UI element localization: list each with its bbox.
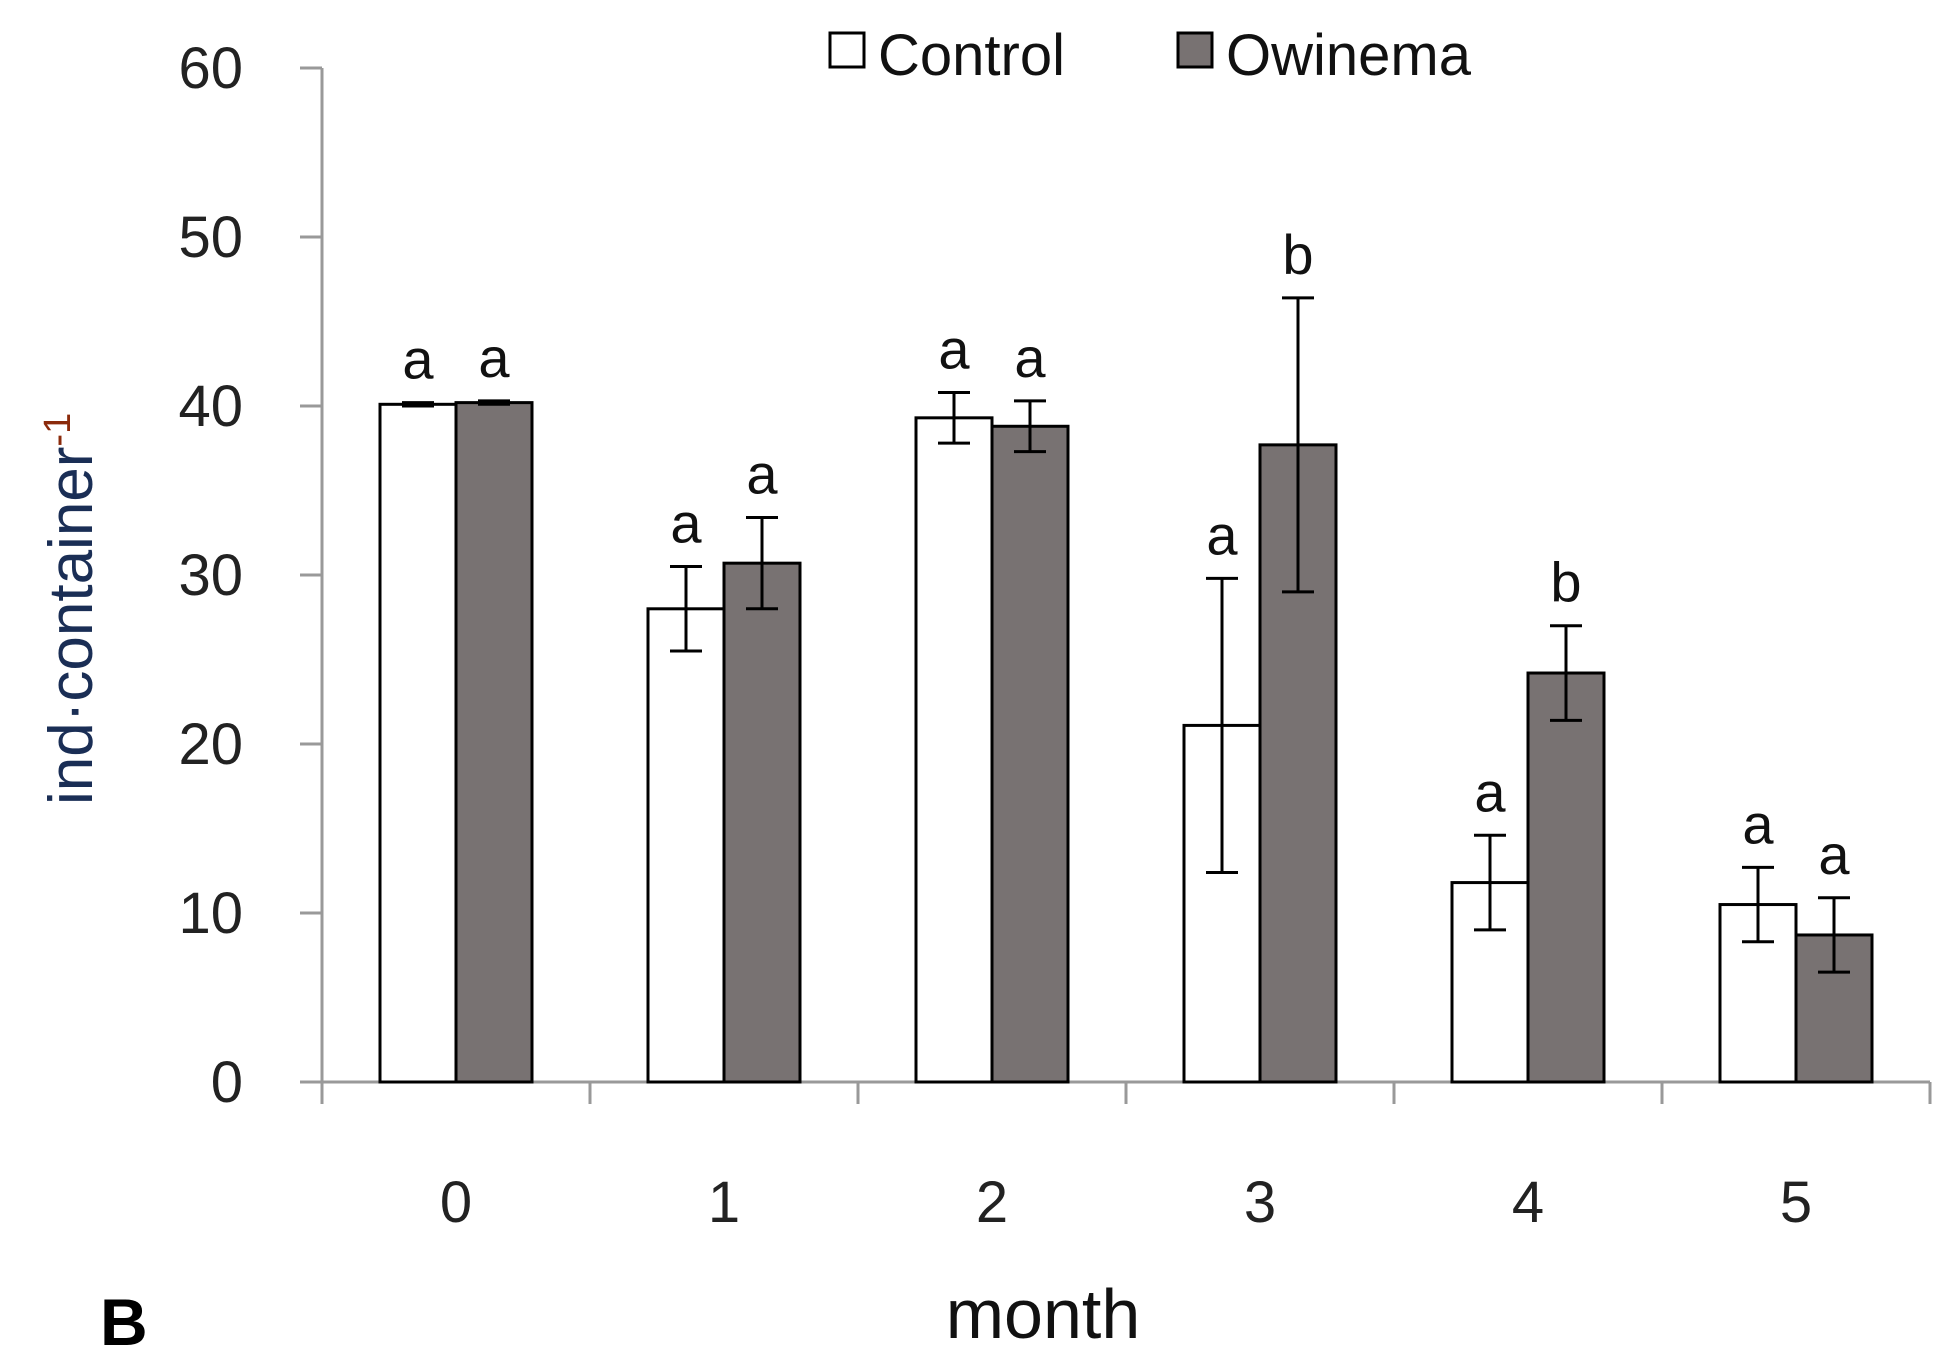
x-tick-label: 3: [1244, 1170, 1276, 1235]
error-bar-control-month-5: [1742, 865, 1774, 944]
error-bar-control-month-3: [1206, 576, 1238, 874]
significance-letter-control-month-5: a: [1742, 792, 1774, 855]
significance-letter-owinema-month-0: a: [478, 326, 510, 389]
bar-owinema-month-4: [1526, 671, 1606, 1084]
x-tick-label: 5: [1780, 1170, 1812, 1235]
x-axis-label: month: [946, 1275, 1141, 1353]
x-tick-label: 4: [1512, 1170, 1544, 1235]
bar-control-month-1: [646, 607, 726, 1084]
error-bar-control-month-4: [1474, 833, 1506, 932]
error-bars: [402, 296, 1850, 974]
tick-labels: 0 10 20 30 40 50 60 0 1 2 3 4 5: [178, 36, 1812, 1235]
error-bar-owinema-month-1: [746, 516, 778, 611]
legend: Control Owinema: [828, 23, 1472, 88]
y-tick-label: 30: [178, 543, 243, 608]
bar-control-month-0: [378, 402, 458, 1084]
error-bar-owinema-month-3: [1282, 296, 1314, 594]
error-bar-owinema-month-2: [1014, 399, 1046, 454]
significance-letter-owinema-month-4: b: [1550, 551, 1581, 614]
y-tick-label: 60: [178, 36, 243, 101]
y-axis-label-superscript: -1: [37, 413, 79, 447]
y-tick-label: 40: [178, 374, 243, 439]
bar-owinema-month-1: [722, 561, 802, 1084]
y-tick-label: 0: [211, 1050, 243, 1115]
y-axis-label-main: ind·container: [37, 447, 106, 805]
bar-owinema-month-2: [990, 424, 1070, 1084]
significance-letter-owinema-month-2: a: [1014, 326, 1046, 389]
x-tick-label: 0: [440, 1170, 472, 1235]
significance-letter-control-month-1: a: [670, 492, 702, 555]
y-tick-label: 10: [178, 881, 243, 946]
significance-letter-control-month-0: a: [402, 328, 434, 391]
significance-letter-owinema-month-5: a: [1818, 823, 1850, 886]
significance-letter-control-month-2: a: [938, 317, 970, 380]
legend-label-control: Control: [878, 23, 1065, 88]
error-bar-owinema-month-5: [1818, 896, 1850, 974]
bar-owinema-month-0: [454, 401, 534, 1084]
significance-letter-control-month-4: a: [1474, 760, 1506, 823]
significance-letter-control-month-3: a: [1206, 503, 1238, 566]
bars: [378, 401, 1874, 1084]
x-tick-label: 1: [708, 1170, 740, 1235]
bar-control-month-2: [914, 416, 994, 1084]
y-axis-label: ind·container-1: [37, 413, 106, 805]
axes: [300, 66, 1932, 1104]
y-tick-label: 20: [178, 712, 243, 777]
bar-control-month-3: [1182, 723, 1262, 1084]
error-bar-owinema-month-4: [1550, 624, 1582, 722]
error-bar-control-month-2: [938, 390, 970, 445]
error-bar-control-month-1: [670, 565, 702, 653]
x-tick-label: 2: [976, 1170, 1008, 1235]
y-tick-label: 50: [178, 205, 243, 270]
legend-swatch-control: [828, 31, 866, 69]
significance-letter-owinema-month-3: b: [1282, 223, 1313, 286]
legend-swatch-owinema: [1176, 31, 1214, 69]
panel-label: B: [100, 1285, 148, 1359]
significance-letter-owinema-month-1: a: [746, 443, 778, 506]
legend-label-owinema: Owinema: [1226, 23, 1472, 88]
error-bar-owinema-month-0: [478, 399, 510, 406]
error-bar-control-month-0: [402, 401, 434, 408]
bar-control-month-4: [1450, 881, 1530, 1084]
